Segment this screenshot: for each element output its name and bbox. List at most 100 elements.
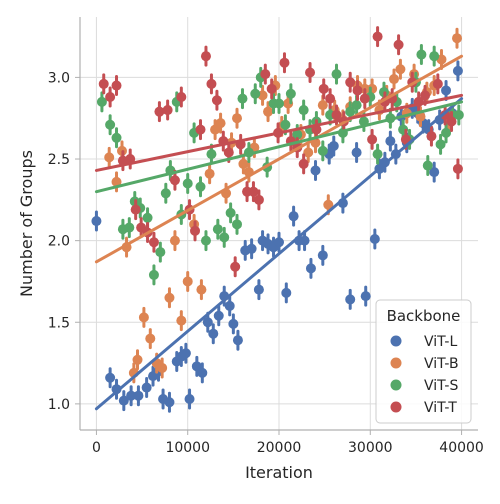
- trend-line-vit-t: [94, 93, 464, 172]
- y-tick-label: 1.5: [48, 315, 70, 331]
- data-point-vit-l: [305, 263, 316, 274]
- x-axis-label: Iteration: [245, 463, 313, 482]
- legend-marker: [390, 335, 402, 347]
- data-point-vit-b: [452, 33, 463, 44]
- data-point-vit-t: [372, 31, 383, 42]
- data-point-vit-l: [208, 328, 219, 339]
- data-point-vit-t: [169, 175, 180, 186]
- data-point-vit-s: [225, 207, 236, 218]
- data-point-vit-b: [323, 199, 334, 210]
- data-point-vit-l: [452, 65, 463, 76]
- data-point-vit-b: [196, 284, 207, 295]
- data-point-vit-t: [298, 158, 309, 169]
- data-point-vit-s: [345, 106, 356, 117]
- data-point-vit-t: [359, 93, 370, 104]
- data-point-vit-t: [223, 147, 234, 158]
- data-point-vit-t: [154, 106, 165, 117]
- data-point-vit-b: [215, 118, 226, 129]
- data-point-vit-t: [105, 91, 116, 102]
- data-point-vit-s: [274, 98, 284, 109]
- data-point-vit-l: [281, 287, 292, 298]
- data-point-vit-t: [440, 109, 451, 120]
- data-point-vit-l: [360, 291, 371, 302]
- data-point-vit-s: [372, 149, 383, 160]
- x-tick-label: 20000: [257, 440, 302, 456]
- data-point-vit-b: [157, 362, 168, 373]
- data-point-vit-l: [310, 165, 321, 176]
- data-point-vit-s: [429, 51, 440, 62]
- legend-box: [375, 299, 472, 424]
- legend-label: ViT-L: [424, 334, 457, 350]
- data-point-vit-l: [202, 317, 213, 328]
- data-point-vit-s: [155, 247, 166, 258]
- data-point-vit-s: [142, 212, 153, 223]
- data-point-vit-s: [206, 149, 217, 160]
- data-point-vit-l: [328, 140, 339, 151]
- data-point-vit-l: [184, 393, 195, 404]
- data-point-vit-l: [288, 211, 299, 222]
- data-point-vit-b: [104, 152, 115, 163]
- data-point-vit-t: [230, 261, 241, 272]
- data-point-vit-s: [435, 139, 446, 150]
- data-point-vit-l: [133, 390, 144, 401]
- data-point-vit-l: [345, 294, 356, 305]
- data-point-vit-t: [248, 186, 259, 197]
- data-point-vit-l: [118, 395, 129, 406]
- data-point-vit-s: [111, 132, 122, 143]
- data-point-vit-s: [453, 109, 464, 120]
- trend-line-vit-s: [94, 100, 464, 194]
- data-point-vit-s: [182, 178, 193, 189]
- data-point-vit-b: [210, 124, 221, 135]
- data-point-vit-l: [369, 234, 380, 245]
- legend-title: Backbone: [387, 307, 461, 325]
- data-point-vit-l: [91, 216, 102, 227]
- data-point-vit-t: [176, 91, 187, 102]
- data-point-vit-b: [204, 168, 215, 179]
- data-point-vit-t: [260, 69, 271, 80]
- data-point-vit-t: [206, 78, 217, 89]
- data-point-vit-l: [441, 85, 452, 96]
- data-point-vit-l: [224, 300, 235, 311]
- legend-marker: [390, 379, 402, 391]
- data-point-vit-l: [126, 390, 137, 401]
- data-point-vit-t: [331, 109, 342, 120]
- data-point-vit-l: [299, 235, 310, 246]
- data-point-vit-s: [124, 222, 135, 233]
- data-point-vit-t: [393, 39, 404, 50]
- data-point-vit-b: [111, 176, 122, 187]
- data-point-vit-l: [385, 136, 396, 147]
- data-point-vit-s: [96, 96, 107, 107]
- data-point-vit-s: [237, 93, 248, 104]
- data-point-vit-b: [169, 235, 180, 246]
- data-point-vit-b: [232, 113, 243, 124]
- data-point-vit-s: [148, 269, 159, 280]
- data-point-vit-b: [132, 354, 143, 365]
- y-tick-label: 2.5: [48, 152, 70, 168]
- data-point-vit-t: [426, 131, 437, 142]
- data-point-vit-l: [274, 237, 284, 248]
- data-point-vit-t: [305, 67, 316, 78]
- data-point-vit-b: [182, 276, 193, 287]
- y-tick-label: 3.0: [48, 70, 70, 86]
- data-point-vit-t: [452, 163, 463, 174]
- data-point-vit-t: [190, 225, 201, 236]
- data-point-vit-t: [162, 105, 173, 116]
- data-point-vit-t: [325, 93, 336, 104]
- data-point-vit-b: [263, 106, 274, 117]
- data-point-vit-t: [420, 90, 431, 101]
- data-point-vit-t: [345, 77, 356, 88]
- data-point-vit-t: [98, 78, 109, 89]
- data-point-vit-l: [141, 382, 152, 393]
- data-point-vit-b: [176, 315, 187, 326]
- data-point-vit-s: [105, 119, 116, 130]
- data-point-vit-l: [213, 310, 224, 321]
- data-point-vit-s: [285, 88, 296, 99]
- y-tick-label: 2.0: [48, 234, 70, 250]
- data-point-vit-t: [432, 78, 443, 89]
- data-point-vit-t: [279, 57, 290, 68]
- x-tick-label: 0: [92, 440, 101, 456]
- data-point-vit-t: [352, 85, 363, 96]
- data-point-vit-s: [250, 88, 261, 99]
- data-point-vit-l: [317, 250, 328, 261]
